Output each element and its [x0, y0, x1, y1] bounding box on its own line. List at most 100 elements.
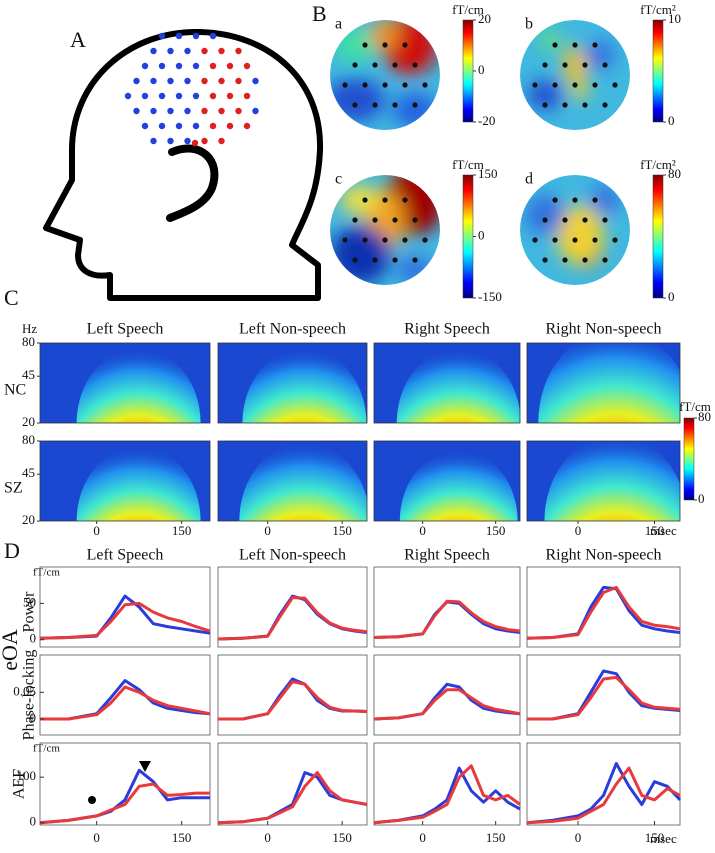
line-series [39, 782, 210, 825]
topomap [520, 175, 630, 285]
colorbar-tick-label: 80 [698, 409, 711, 424]
line-series [373, 599, 521, 639]
sensor-dot [342, 82, 348, 88]
sensor-dot [552, 197, 558, 203]
colorbar-tick-label: 20 [478, 11, 491, 26]
sensor-dot [412, 102, 418, 108]
line-series [373, 764, 521, 825]
line-series [40, 685, 211, 721]
plot-frame [526, 742, 681, 826]
sensor-dot [412, 62, 418, 68]
field-blob [330, 78, 385, 122]
tf-map [374, 343, 520, 423]
sensor [175, 122, 183, 130]
x-tick-label: 150 [332, 830, 352, 845]
sensor-dot [422, 82, 428, 88]
sensor-dot [392, 217, 398, 223]
colorbar-tick-label: 80 [668, 166, 681, 181]
tf-power [242, 348, 367, 423]
sensor [133, 77, 140, 85]
sensor [192, 62, 200, 70]
tf-frame [373, 342, 521, 424]
sensor [218, 47, 225, 55]
sensor-dot [592, 82, 598, 88]
y-axis-label: Phase-locking [21, 650, 38, 741]
plot-frame [217, 566, 368, 648]
colorbar [683, 417, 695, 501]
map-label: a [335, 16, 342, 33]
line-series [39, 768, 210, 825]
sensor-dot [602, 102, 608, 108]
plot-frame [526, 654, 681, 736]
field-blob [563, 47, 587, 83]
sensor [167, 47, 174, 55]
sensor [141, 62, 149, 70]
sensor [243, 122, 251, 130]
colorbar-tick-label: 150 [478, 166, 498, 181]
sensor-dot [572, 237, 578, 243]
field-blob [330, 225, 390, 285]
row-label: SZ [4, 480, 23, 497]
y-unit: fT/cm [33, 743, 60, 755]
y-tick-label: 45 [22, 465, 35, 480]
y-unit: fT/cm [33, 567, 60, 579]
sensor-dot [612, 237, 618, 243]
plot-frame [39, 742, 211, 826]
x-tick-label: 0 [93, 830, 100, 845]
plot-frame [526, 566, 681, 648]
topomap [330, 20, 440, 130]
sensor [218, 77, 225, 85]
colorbar [462, 19, 474, 123]
y-axis-label: Power [21, 591, 38, 633]
sensor [158, 32, 166, 40]
tf-map [527, 343, 680, 423]
sensor-dot [382, 42, 388, 48]
sensor-dot [392, 257, 398, 263]
x-tick-label: 150 [486, 830, 506, 845]
panel-label: C [4, 285, 19, 310]
y-tick-label: 50 [23, 594, 36, 609]
plot-frame [373, 566, 521, 648]
x-tick-label: 150 [645, 830, 665, 845]
sensor-dot [352, 217, 358, 223]
sensor-dot [412, 217, 418, 223]
sensor-dot [392, 62, 398, 68]
sensor-dot [582, 217, 588, 223]
tf-frame [526, 342, 681, 424]
sensor [235, 47, 242, 55]
sensor-dot [562, 217, 568, 223]
colorbar-unit: fT/cm [452, 2, 484, 17]
column-title: Right Speech [404, 321, 490, 338]
row-label: NC [4, 382, 26, 399]
sensor-dot [572, 197, 578, 203]
line-series [218, 677, 368, 721]
sensor-dot [352, 62, 358, 68]
sensor [192, 92, 200, 100]
field-blob [585, 40, 615, 70]
tf-frame [217, 342, 368, 424]
tf-frame [217, 440, 368, 522]
sensor-dot [572, 82, 578, 88]
sensor-dot [542, 257, 548, 263]
sensor [209, 32, 217, 40]
sensor [243, 62, 251, 70]
tf-frame [526, 440, 681, 522]
sensor [201, 107, 208, 115]
sensor [184, 107, 191, 115]
field-blob [590, 185, 620, 215]
sensor [158, 62, 166, 70]
colorbar-unit: fT/cm [452, 157, 484, 172]
sensor-dot [562, 257, 568, 263]
sensor [175, 62, 183, 70]
tf-power [76, 446, 201, 521]
topomap [520, 20, 630, 130]
field-blob [340, 185, 380, 215]
line-series [217, 771, 368, 825]
plot-frame [39, 566, 211, 648]
colorbar-tick-label: -20 [478, 113, 495, 128]
y-tick-label: 80 [22, 432, 35, 447]
annotation-triangle [139, 761, 151, 772]
sensor-dot [402, 197, 408, 203]
sensor [252, 77, 259, 85]
sensor [209, 122, 217, 130]
